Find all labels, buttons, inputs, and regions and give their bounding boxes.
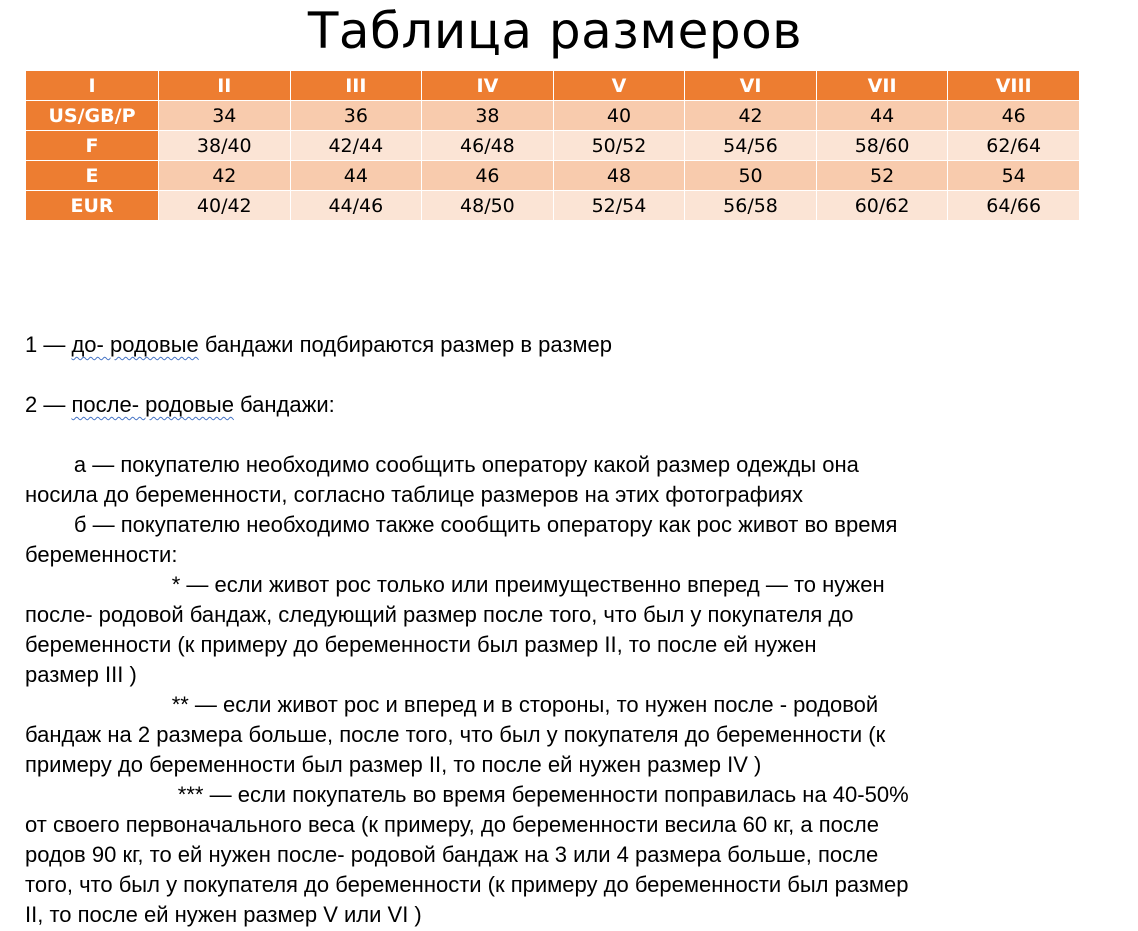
item-1-prefix: 1 — (25, 332, 72, 357)
table-cell: 42 (684, 100, 817, 131)
table-cell: 48 (552, 160, 686, 191)
column-header: IV (421, 70, 554, 101)
table-cell: 42 (158, 160, 291, 191)
page-title: Таблица размеров (307, 2, 803, 60)
item-2-prefix: 2 — (25, 392, 72, 417)
table-header-row: I II III IV V VI VII VIII (25, 70, 1080, 101)
item-2-rest: бандажи: (233, 392, 335, 417)
text-line: носила до беременности, согласно таблице… (25, 482, 804, 507)
item-2: 2 — после- родовые бандажи: (25, 390, 909, 420)
row-label: US/GB/P (25, 100, 159, 131)
text-line: от своего первоначального веса (к пример… (25, 812, 879, 837)
item-1: 1 — до- родовые бандажи подбираются разм… (25, 330, 909, 360)
item-1-marked-word: до- родовые (71, 332, 199, 357)
table-row: EUR 40/42 44/46 48/50 52/54 56/58 60/62 64/66 (25, 190, 1080, 221)
table-cell: 40/42 (158, 190, 291, 221)
text-line: родов 90 кг, то ей нужен после- родовой … (25, 842, 879, 867)
table-cell: 34 (158, 100, 291, 131)
table-cell: 48/50 (421, 190, 554, 221)
table-cell: 54 (947, 160, 1080, 191)
text-line: беременности (к примеру до беременности … (25, 632, 817, 657)
table-cell: 38/40 (158, 130, 291, 161)
table-cell: 38 (421, 100, 554, 131)
size-table: I II III IV V VI VII VIII US/GB/P 34 36 38 40 42 44 46… (25, 70, 1080, 221)
column-header: II (158, 70, 291, 101)
table-cell: 46/48 (421, 130, 554, 161)
table-cell: 46 (421, 160, 554, 191)
text-line: ** — если живот рос и вперед и в стороны… (25, 692, 879, 717)
document-body: 1 — до- родовые бандажи подбираются разм… (25, 330, 909, 930)
table-cell: 42/44 (289, 130, 423, 161)
column-header: I (25, 70, 159, 101)
table-row: F 38/40 42/44 46/48 50/52 54/56 58/60 62/64 (25, 130, 1080, 161)
row-label: E (25, 160, 159, 191)
table-row: E 42 44 46 48 50 52 54 (25, 160, 1080, 191)
table-cell: 40 (552, 100, 686, 131)
text-line: того, что был у покупателя до беременнос… (25, 872, 909, 897)
column-header: III (289, 70, 423, 101)
table-cell: 44 (815, 100, 949, 131)
text-line: б — покупателю необходимо также сообщить… (25, 512, 898, 537)
table-cell: 52/54 (552, 190, 686, 221)
table-cell: 52 (815, 160, 949, 191)
text-line: примеру до беременности был размер II, т… (25, 752, 762, 777)
table-cell: 50 (684, 160, 817, 191)
row-label: F (25, 130, 159, 161)
column-header: VIII (947, 70, 1080, 101)
table-row: US/GB/P 34 36 38 40 42 44 46 (25, 100, 1080, 131)
column-header: VII (815, 70, 949, 101)
table-cell: 46 (947, 100, 1080, 131)
table-cell: 56/58 (684, 190, 817, 221)
text-line: беременности: (25, 542, 178, 567)
table-cell: 50/52 (552, 130, 686, 161)
text-line: * — если живот рос только или преимущест… (25, 572, 885, 597)
table-cell: 36 (289, 100, 423, 131)
table-cell: 54/56 (684, 130, 817, 161)
column-header: VI (684, 70, 817, 101)
item-2-marked-word: после- родовые (71, 392, 234, 417)
row-label: EUR (25, 190, 159, 221)
table-cell: 60/62 (815, 190, 949, 221)
table-cell: 44/46 (289, 190, 423, 221)
table-cell: 64/66 (947, 190, 1080, 221)
text-line: размер III ) (25, 662, 137, 687)
table-cell: 62/64 (947, 130, 1080, 161)
column-header: V (552, 70, 686, 101)
text-line: бандаж на 2 размера больше, после того, … (25, 722, 886, 747)
text-line: а — покупателю необходимо сообщить опера… (25, 452, 859, 477)
table-cell: 44 (289, 160, 423, 191)
table-cell: 58/60 (815, 130, 949, 161)
text-line: II, то после ей нужен размер V или VI ) (25, 902, 422, 927)
text-line: после- родовой бандаж, следующий размер … (25, 602, 854, 627)
text-line: *** — если покупатель во время беременно… (25, 782, 909, 807)
item-1-rest: бандажи подбираются размер в размер (198, 332, 613, 357)
